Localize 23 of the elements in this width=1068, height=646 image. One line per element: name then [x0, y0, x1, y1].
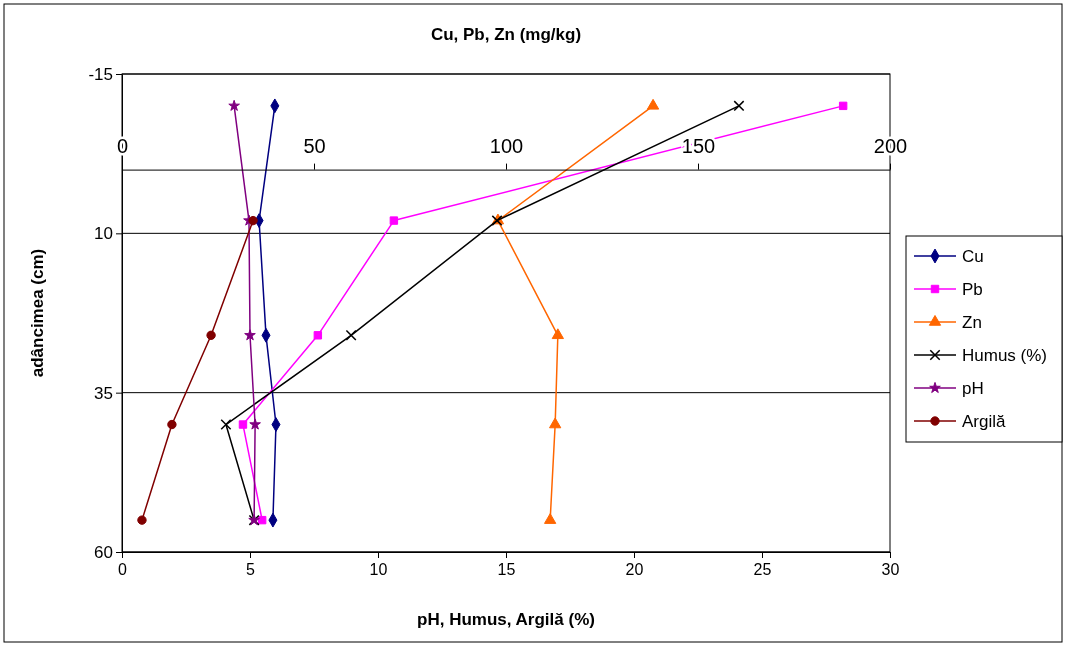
y-axis-title: adâncimea (cm)	[28, 248, 47, 378]
legend-label: Zn	[962, 312, 982, 332]
x-tick-label: 20	[625, 561, 644, 579]
legend-label: Humus (%)	[962, 345, 1048, 365]
y-tick-label: 10	[94, 224, 113, 244]
x2-tick-label: 50	[303, 134, 326, 157]
x2-tick-label: 200	[873, 134, 908, 157]
x2-tick-label: 100	[489, 134, 524, 157]
x2-axis-title: Cu, Pb, Zn (mg/kg)	[430, 25, 582, 44]
y-tick-label: -15	[88, 64, 113, 84]
x-tick-label: 30	[881, 561, 900, 579]
x-tick-label: 10	[369, 561, 388, 579]
legend-label: Pb	[962, 279, 983, 299]
y-tick-label: 60	[94, 542, 113, 562]
x-tick-label: 0	[118, 561, 128, 579]
x-tick-label: 25	[753, 561, 772, 579]
x-tick-label: 5	[246, 561, 256, 579]
legend-label: pH	[962, 378, 984, 398]
x-axis-title: pH, Humus, Argilă (%)	[417, 610, 595, 629]
x-tick-label: 15	[497, 561, 516, 579]
legend-label: Cu	[962, 246, 984, 266]
legend-label: Argilă	[962, 411, 1007, 431]
y-tick-label: 35	[94, 383, 113, 403]
